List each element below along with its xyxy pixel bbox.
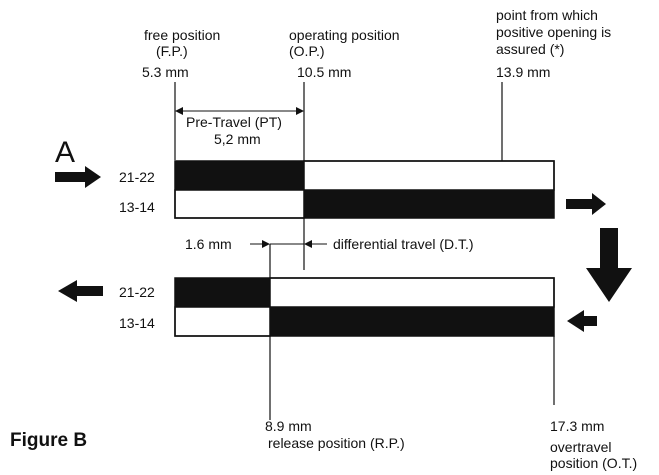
bottom-diagram-frame (174, 277, 555, 337)
dt-value: 1.6 mm (185, 236, 232, 252)
top-row2-open (174, 189, 305, 219)
figure-caption: Figure B (10, 430, 87, 451)
po-label-line1: point from which (496, 7, 598, 23)
top-row1-open (303, 160, 555, 191)
top-row2-closed (304, 190, 554, 218)
po-value: 13.9 mm (496, 64, 550, 80)
op-value: 10.5 mm (297, 64, 351, 80)
label-a: A (55, 136, 75, 169)
po-label-line2: positive opening is (496, 24, 611, 40)
rp-value: 8.9 mm (265, 418, 312, 434)
ot-label-line2: position (O.T.) (550, 455, 637, 471)
arrow-right-icon (55, 166, 101, 188)
bottom-row1-closed (175, 278, 270, 307)
rp-label: release position (R.P.) (268, 435, 405, 451)
top-row1-label: 21-22 (119, 169, 155, 185)
ot-label-line1: overtravel (550, 439, 611, 455)
top-row2-label: 13-14 (119, 199, 155, 215)
bottom-row1-label: 21-22 (119, 284, 155, 300)
arrow-right-out-icon (566, 193, 606, 215)
fp-value: 5.3 mm (142, 64, 189, 80)
fp-label: free position (144, 27, 220, 43)
op-abbrev: (O.P.) (289, 43, 325, 59)
bottom-row1-open (269, 277, 555, 308)
ot-value: 17.3 mm (550, 418, 604, 434)
arrow-left-icon (58, 280, 103, 302)
arrow-left-in-icon (567, 310, 597, 332)
bottom-row2-label: 13-14 (119, 315, 155, 331)
pretravel-label: Pre-Travel (PT) (186, 114, 282, 130)
top-diagram-frame (174, 160, 555, 219)
fp-abbrev: (F.P.) (156, 43, 188, 59)
op-label: operating position (289, 27, 400, 43)
pretravel-value: 5,2 mm (214, 131, 261, 147)
dt-label: differential travel (D.T.) (333, 236, 474, 252)
po-label-line3: assured (*) (496, 41, 564, 57)
bottom-row2-open (174, 306, 271, 337)
bottom-row2-closed (270, 307, 554, 336)
arrow-down-icon (586, 228, 632, 302)
top-row1-closed (175, 161, 304, 190)
